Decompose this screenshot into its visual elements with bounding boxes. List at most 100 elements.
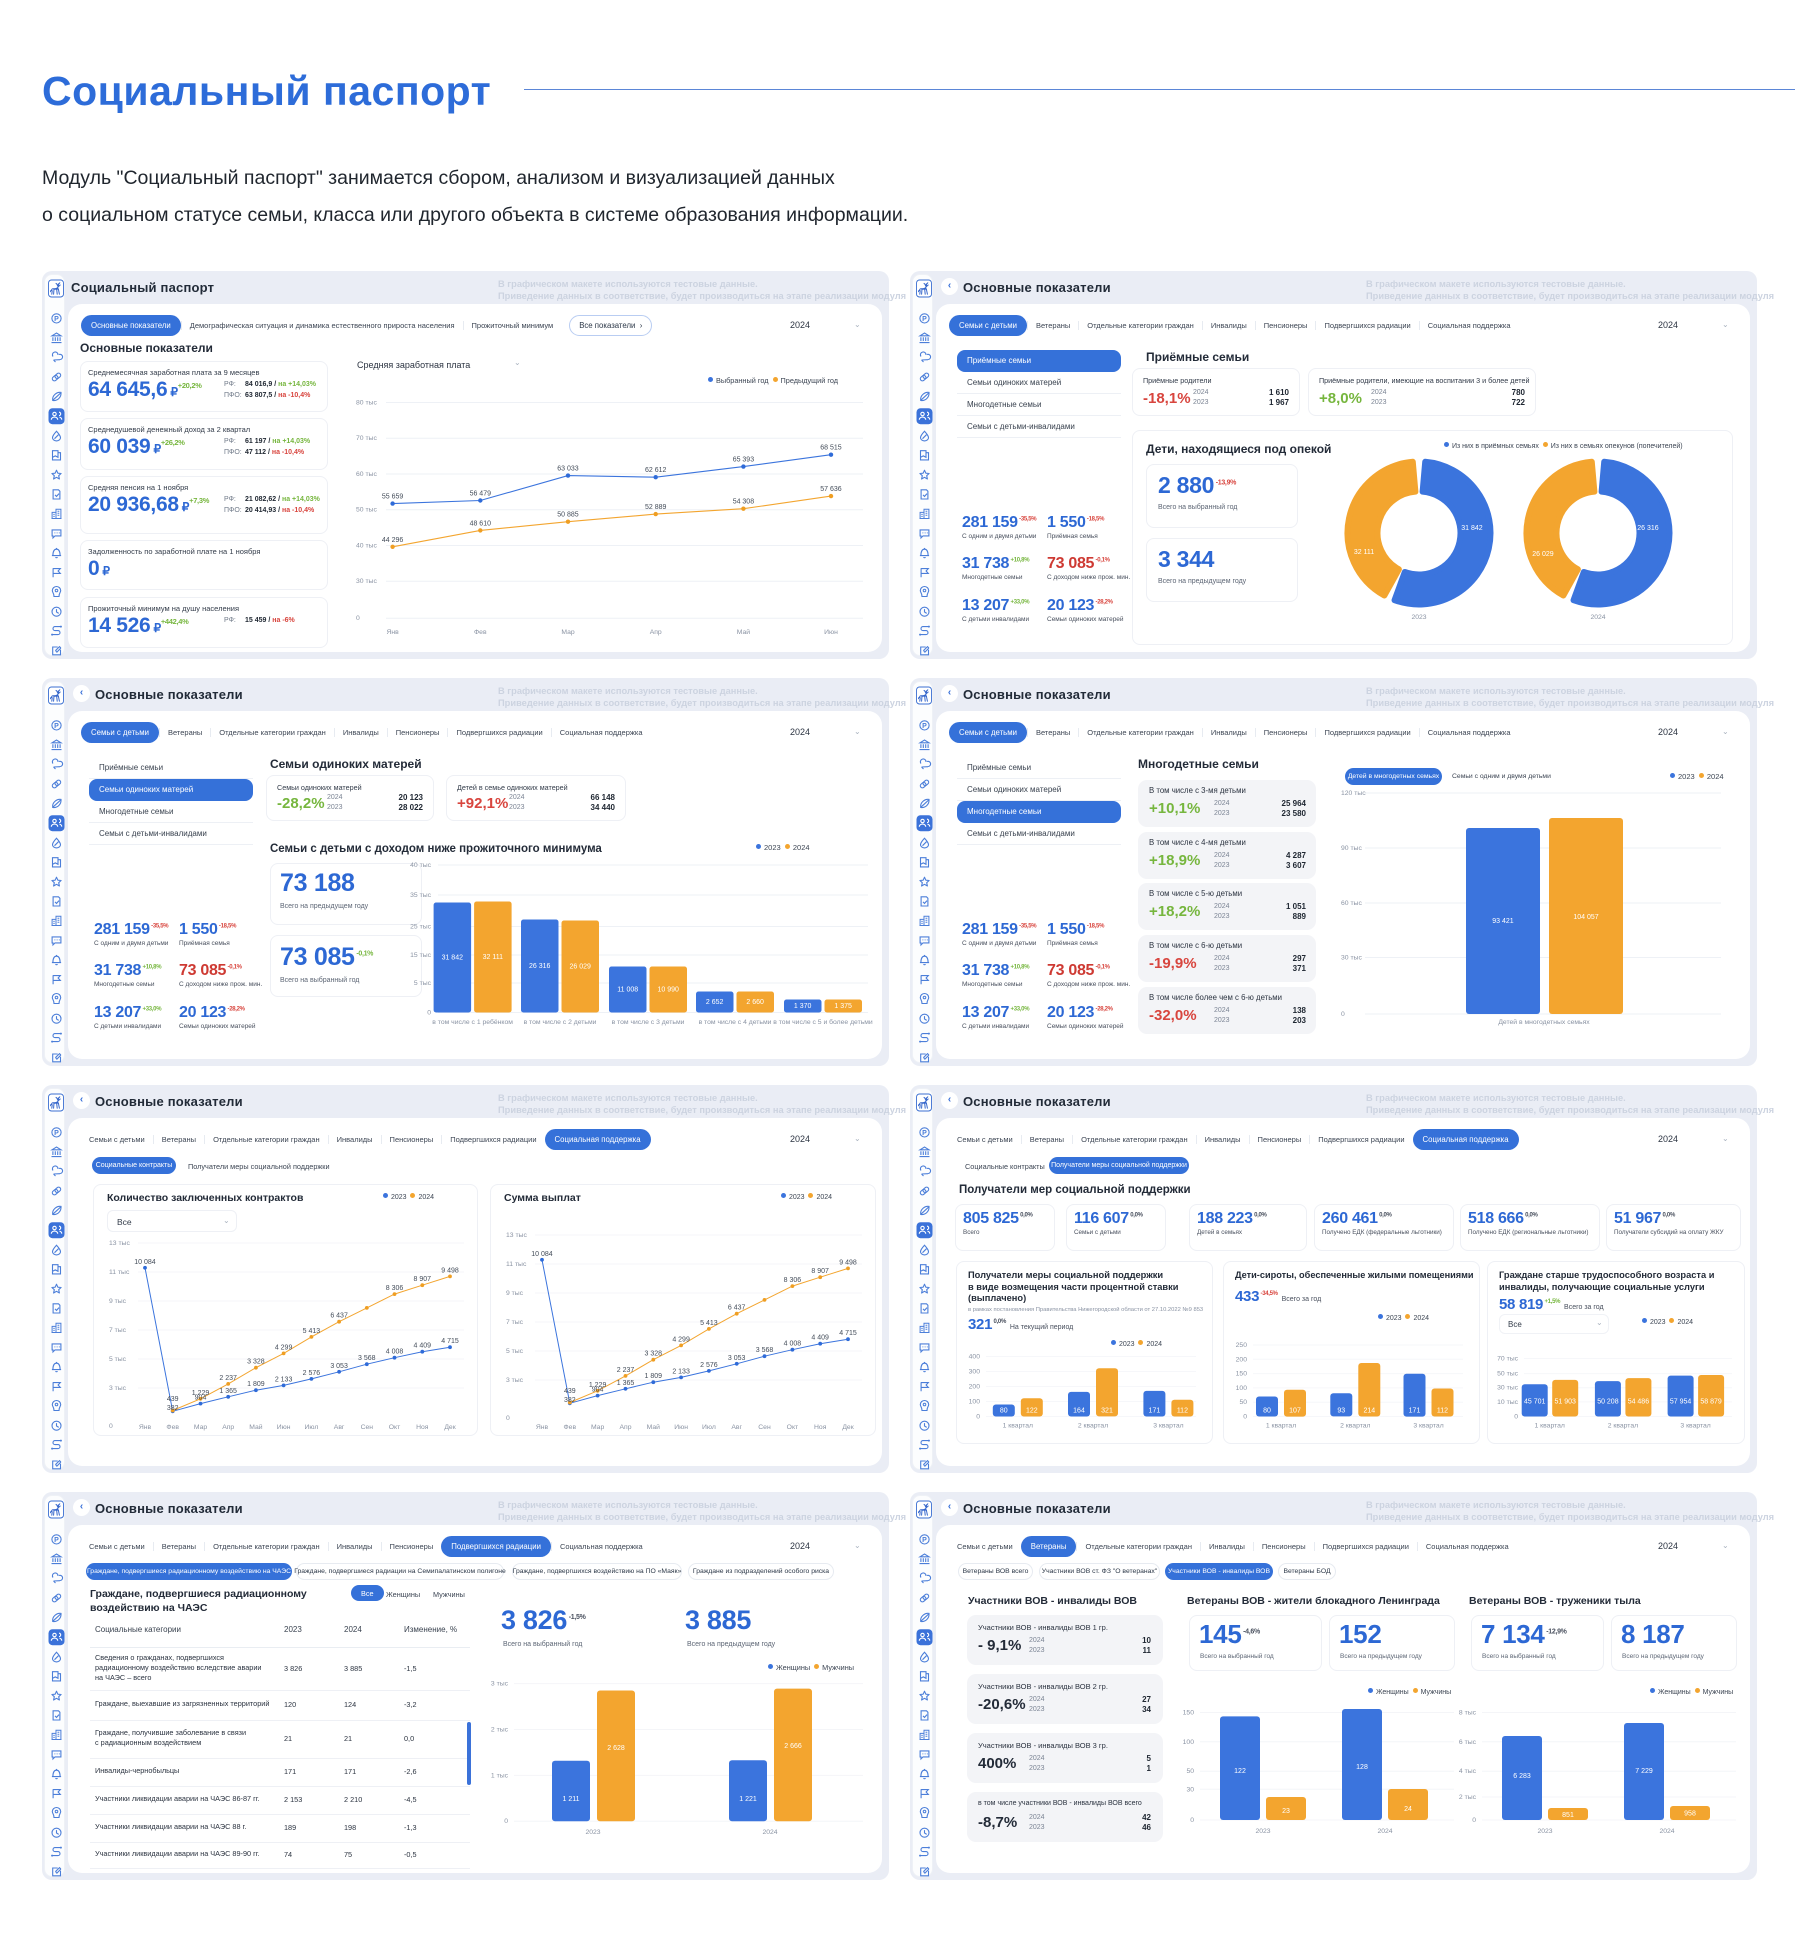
svg-text:Апр: Апр bbox=[650, 629, 662, 636]
svg-text:54 308: 54 308 bbox=[733, 499, 755, 506]
svg-text:904: 904 bbox=[592, 1387, 604, 1394]
svg-text:в том числе с 2 детьми: в том числе с 2 детьми bbox=[524, 1019, 597, 1026]
svg-text:5 413: 5 413 bbox=[700, 1320, 718, 1327]
svg-text:50 тыс: 50 тыс bbox=[1497, 1371, 1518, 1378]
svg-text:321: 321 bbox=[1101, 1408, 1113, 1415]
svg-text:2 576: 2 576 bbox=[700, 1362, 718, 1369]
svg-text:2 тыс: 2 тыс bbox=[1459, 1794, 1477, 1801]
svg-text:400: 400 bbox=[969, 1354, 981, 1361]
svg-text:112: 112 bbox=[1177, 1408, 1188, 1415]
svg-text:26 316: 26 316 bbox=[529, 963, 551, 970]
svg-text:51 903: 51 903 bbox=[1554, 1399, 1576, 1406]
svg-text:2 576: 2 576 bbox=[303, 1370, 321, 1377]
svg-text:6 437: 6 437 bbox=[330, 1313, 348, 1320]
svg-text:904: 904 bbox=[195, 1395, 207, 1402]
svg-text:104 057: 104 057 bbox=[1573, 914, 1598, 921]
svg-text:8 907: 8 907 bbox=[811, 1268, 829, 1275]
svg-text:1 365: 1 365 bbox=[219, 1388, 237, 1395]
svg-text:5 тыс: 5 тыс bbox=[506, 1348, 524, 1355]
svg-text:4 299: 4 299 bbox=[275, 1344, 293, 1351]
svg-text:4 409: 4 409 bbox=[811, 1335, 829, 1342]
svg-text:в том числе с 3 детьми: в том числе с 3 детьми bbox=[612, 1019, 685, 1026]
svg-text:70 тыс: 70 тыс bbox=[356, 435, 377, 442]
svg-text:11 тыс: 11 тыс bbox=[109, 1269, 130, 1276]
svg-text:3 328: 3 328 bbox=[645, 1351, 663, 1358]
svg-text:Авг: Авг bbox=[731, 1424, 742, 1431]
svg-text:Мар: Мар bbox=[561, 629, 575, 636]
svg-text:Апр: Апр bbox=[222, 1424, 234, 1431]
svg-text:9 498: 9 498 bbox=[441, 1267, 459, 1274]
svg-text:55 659: 55 659 bbox=[382, 494, 404, 501]
svg-text:в том числе с 5 и более детьми: в том числе с 5 и более детьми bbox=[773, 1018, 873, 1026]
svg-text:150: 150 bbox=[1236, 1371, 1248, 1378]
svg-text:50: 50 bbox=[1186, 1768, 1194, 1775]
svg-text:4 715: 4 715 bbox=[441, 1338, 459, 1345]
svg-text:8 306: 8 306 bbox=[386, 1285, 404, 1292]
svg-text:60 тыс: 60 тыс bbox=[1341, 900, 1362, 907]
svg-text:Фев: Фев bbox=[564, 1424, 577, 1431]
svg-text:3 053: 3 053 bbox=[728, 1355, 746, 1362]
svg-text:3 квартал: 3 квартал bbox=[1680, 1423, 1710, 1430]
svg-text:2 237: 2 237 bbox=[219, 1375, 237, 1382]
svg-text:Июн: Июн bbox=[674, 1424, 688, 1431]
svg-text:7 тыс: 7 тыс bbox=[109, 1327, 127, 1334]
svg-text:439: 439 bbox=[564, 1388, 576, 1395]
svg-text:30 тыс: 30 тыс bbox=[1341, 955, 1362, 962]
svg-text:Июн: Июн bbox=[824, 629, 838, 636]
svg-text:31 842: 31 842 bbox=[1461, 525, 1483, 532]
svg-text:4 715: 4 715 bbox=[839, 1330, 857, 1337]
svg-text:0: 0 bbox=[1514, 1414, 1518, 1421]
svg-text:в том числе с 1 ребёнком: в том числе с 1 ребёнком bbox=[432, 1018, 513, 1026]
svg-text:4 тыс: 4 тыс bbox=[1459, 1768, 1477, 1775]
svg-text:48 610: 48 610 bbox=[470, 520, 492, 527]
svg-text:54 486: 54 486 bbox=[1628, 1399, 1650, 1406]
svg-text:Окт: Окт bbox=[389, 1424, 400, 1431]
svg-text:1 809: 1 809 bbox=[247, 1381, 265, 1388]
svg-text:57 636: 57 636 bbox=[820, 486, 842, 493]
svg-text:122: 122 bbox=[1234, 1768, 1246, 1775]
svg-text:44 296: 44 296 bbox=[382, 537, 404, 544]
svg-text:45 701: 45 701 bbox=[1524, 1399, 1546, 1406]
svg-text:0: 0 bbox=[1472, 1817, 1476, 1824]
svg-text:80: 80 bbox=[1000, 1408, 1008, 1415]
svg-text:3 тыс: 3 тыс bbox=[506, 1377, 524, 1384]
svg-text:50 тыс: 50 тыс bbox=[356, 507, 377, 514]
svg-text:Май: Май bbox=[737, 628, 751, 636]
svg-text:Дек: Дек bbox=[444, 1424, 455, 1431]
svg-text:0: 0 bbox=[427, 1010, 431, 1017]
svg-text:7 тыс: 7 тыс bbox=[506, 1319, 524, 1326]
svg-text:40 тыс: 40 тыс bbox=[356, 543, 377, 550]
svg-text:1 375: 1 375 bbox=[834, 1003, 852, 1010]
svg-text:5 413: 5 413 bbox=[303, 1328, 321, 1335]
svg-text:Сен: Сен bbox=[361, 1424, 374, 1431]
svg-text:382: 382 bbox=[167, 1405, 179, 1412]
svg-text:0: 0 bbox=[356, 615, 360, 622]
svg-text:10 084: 10 084 bbox=[531, 1251, 553, 1258]
svg-text:1 211: 1 211 bbox=[563, 1796, 580, 1803]
svg-text:3 328: 3 328 bbox=[247, 1359, 265, 1366]
svg-text:100: 100 bbox=[1236, 1385, 1248, 1392]
svg-text:0: 0 bbox=[1190, 1817, 1194, 1824]
svg-text:2 628: 2 628 bbox=[607, 1745, 625, 1752]
svg-text:8 907: 8 907 bbox=[414, 1276, 432, 1283]
svg-text:2023: 2023 bbox=[1255, 1828, 1270, 1835]
svg-text:1 221: 1 221 bbox=[739, 1796, 757, 1803]
svg-text:200: 200 bbox=[969, 1384, 981, 1391]
svg-text:Ноя: Ноя bbox=[416, 1424, 429, 1431]
svg-text:9 тыс: 9 тыс bbox=[506, 1290, 524, 1297]
svg-text:30 тыс: 30 тыс bbox=[356, 578, 377, 585]
svg-text:32 111: 32 111 bbox=[1354, 549, 1374, 556]
svg-text:50: 50 bbox=[1239, 1399, 1247, 1406]
svg-text:Ноя: Ноя bbox=[814, 1424, 827, 1431]
svg-text:Фев: Фев bbox=[474, 629, 487, 636]
svg-text:26 316: 26 316 bbox=[1637, 525, 1659, 532]
svg-text:Июл: Июл bbox=[702, 1424, 716, 1431]
svg-text:1 229: 1 229 bbox=[589, 1382, 607, 1389]
svg-text:1 370: 1 370 bbox=[794, 1003, 812, 1010]
svg-text:0: 0 bbox=[506, 1415, 510, 1422]
svg-text:1 квартал: 1 квартал bbox=[1003, 1423, 1033, 1430]
svg-text:2 квартал: 2 квартал bbox=[1340, 1423, 1370, 1430]
svg-text:2024: 2024 bbox=[1659, 1828, 1674, 1835]
svg-text:Авг: Авг bbox=[334, 1424, 345, 1431]
svg-text:80: 80 bbox=[1263, 1408, 1271, 1415]
